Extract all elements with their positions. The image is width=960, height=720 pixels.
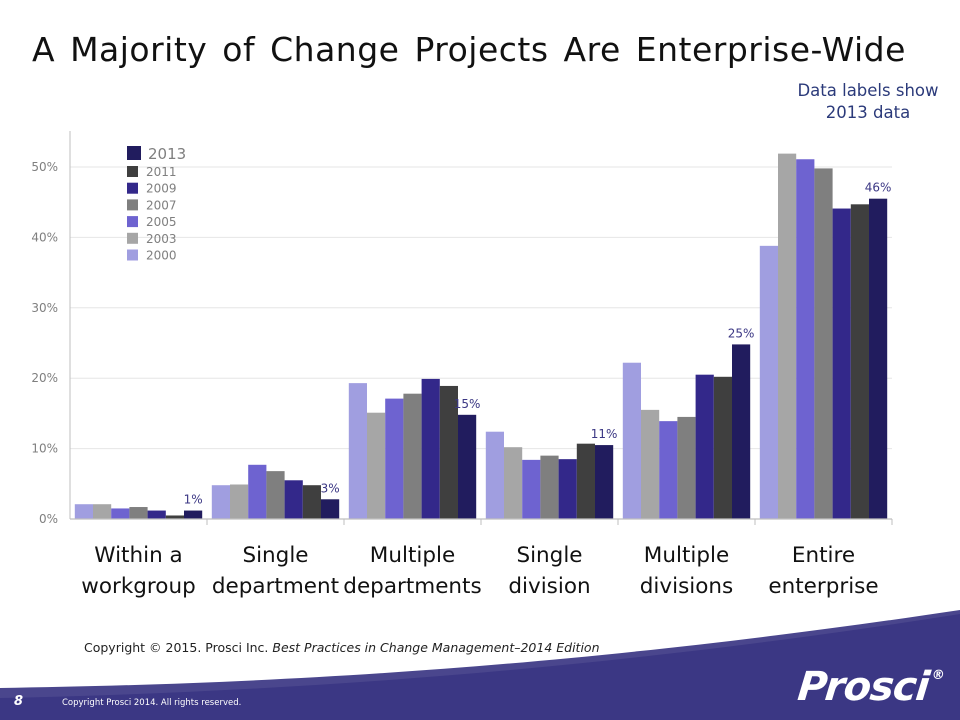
footer-copyright: Copyright Prosci 2014. All rights reserv… <box>62 698 242 708</box>
bar-2003 <box>367 412 386 519</box>
bar-2009 <box>147 510 166 519</box>
source-citation: Copyright © 2015. Prosci Inc. Best Pract… <box>84 640 600 655</box>
bar-2007 <box>266 471 285 519</box>
data-labels-note-line-2: 2013 data <box>825 103 911 122</box>
legend: 2013 2011 2009 2007 2005 2003 2000 <box>127 145 186 263</box>
bar-2007 <box>540 455 559 519</box>
bar-2003 <box>504 447 523 519</box>
gridlines <box>70 166 892 450</box>
y-tick-label: 20% <box>31 371 58 385</box>
bar-2000 <box>759 245 778 519</box>
data-label: 46% <box>865 181 892 195</box>
category-label: Entire <box>792 543 855 568</box>
data-label: 11% <box>591 427 618 441</box>
legend-label-2011: 2011 <box>146 165 177 179</box>
bar-2007 <box>129 507 148 519</box>
bar-2007 <box>403 393 422 519</box>
data-labels-note: Data labels show 2013 data <box>778 80 958 124</box>
registered-mark: ® <box>930 668 945 683</box>
bar-2009 <box>421 378 440 519</box>
legend-label-2003: 2003 <box>146 232 177 246</box>
bar-2007 <box>814 168 833 519</box>
legend-swatch-2000 <box>127 249 138 261</box>
data-labels: 1% 3% 15% 11% 25% 46% <box>184 181 892 507</box>
slide-title: A Majority of Change Projects Are Enterp… <box>32 30 906 69</box>
y-tick-label: 0% <box>39 512 58 526</box>
bar-2009 <box>558 459 577 519</box>
slide-number: 8 <box>14 694 24 709</box>
legend-swatch-2005 <box>127 216 138 228</box>
category-label: department <box>212 574 339 599</box>
bar-2013 <box>869 198 888 519</box>
legend-swatch-2011 <box>127 166 138 177</box>
category-label: departments <box>343 574 481 599</box>
data-label: 3% <box>321 481 340 495</box>
bar-2003 <box>230 484 249 519</box>
bar-2013 <box>595 445 614 519</box>
source-citation-prefix: Copyright © 2015. Prosci Inc. <box>84 640 269 655</box>
bar-2000 <box>622 362 641 519</box>
legend-label-2000: 2000 <box>146 249 177 263</box>
bar-2011 <box>165 515 184 519</box>
bar-chart: 0% 10% 20% 30% 40% 50% Within a workgroup Single… <box>31 131 893 599</box>
category-label: workgroup <box>81 574 195 599</box>
data-label: 15% <box>454 397 481 411</box>
category-label: division <box>508 574 590 599</box>
bar-2011 <box>850 204 869 519</box>
legend-label-2007: 2007 <box>146 198 177 212</box>
bar-2011 <box>302 485 321 519</box>
bar-2013 <box>184 510 203 519</box>
legend-swatch-2013 <box>127 146 141 160</box>
bar-2005 <box>659 421 678 519</box>
category-label: Multiple <box>644 543 729 568</box>
bar-2007 <box>677 416 696 519</box>
bar-2000 <box>74 504 93 519</box>
legend-swatch-2009 <box>127 182 138 194</box>
bar-2000 <box>485 431 504 519</box>
legend-swatch-2003 <box>127 232 138 244</box>
bar-2005 <box>111 508 130 519</box>
legend-swatch-2007 <box>127 199 138 211</box>
category-label: Multiple <box>370 543 455 568</box>
bar-2013 <box>458 414 477 519</box>
bar-2009 <box>284 480 303 519</box>
prosci-logo-text: Prosci <box>795 664 931 710</box>
category-label: enterprise <box>768 574 878 599</box>
y-tick-label: 30% <box>31 301 58 315</box>
category-label: Within a <box>94 543 182 568</box>
category-label: Single <box>242 543 308 568</box>
bar-2011 <box>713 376 732 519</box>
category-label: divisions <box>640 574 733 599</box>
bar-2005 <box>248 464 267 519</box>
prosci-logo: Prosci® <box>795 664 945 710</box>
source-citation-title: Best Practices in Change Management–2014… <box>272 640 600 655</box>
bar-2003 <box>778 153 797 519</box>
y-tick-label: 50% <box>31 160 58 174</box>
category-label: Single <box>516 543 582 568</box>
footer-band <box>0 602 960 720</box>
bar-2009 <box>832 208 851 519</box>
bar-2013 <box>321 499 340 519</box>
data-label: 25% <box>728 326 755 340</box>
bar-2000 <box>348 383 367 519</box>
y-tick-label: 40% <box>31 230 58 244</box>
data-labels-note-line-1: Data labels show <box>797 81 939 100</box>
legend-label-2005: 2005 <box>146 215 177 229</box>
bars <box>74 153 888 520</box>
bar-2003 <box>93 504 112 519</box>
bar-2005 <box>385 398 404 519</box>
bar-2005 <box>522 459 541 519</box>
legend-label-2009: 2009 <box>146 182 177 196</box>
bar-2011 <box>576 443 595 519</box>
bar-2011 <box>439 385 458 519</box>
bar-2005 <box>796 159 815 520</box>
y-tick-label: 10% <box>31 442 58 456</box>
legend-label-2013: 2013 <box>148 145 186 163</box>
bar-2000 <box>211 485 230 519</box>
axes: 0% 10% 20% 30% 40% 50% Within a workgroup Single… <box>31 131 893 599</box>
data-label: 1% <box>184 493 203 507</box>
bar-2009 <box>695 374 714 519</box>
bar-2013 <box>732 344 751 519</box>
bar-2003 <box>641 409 660 519</box>
